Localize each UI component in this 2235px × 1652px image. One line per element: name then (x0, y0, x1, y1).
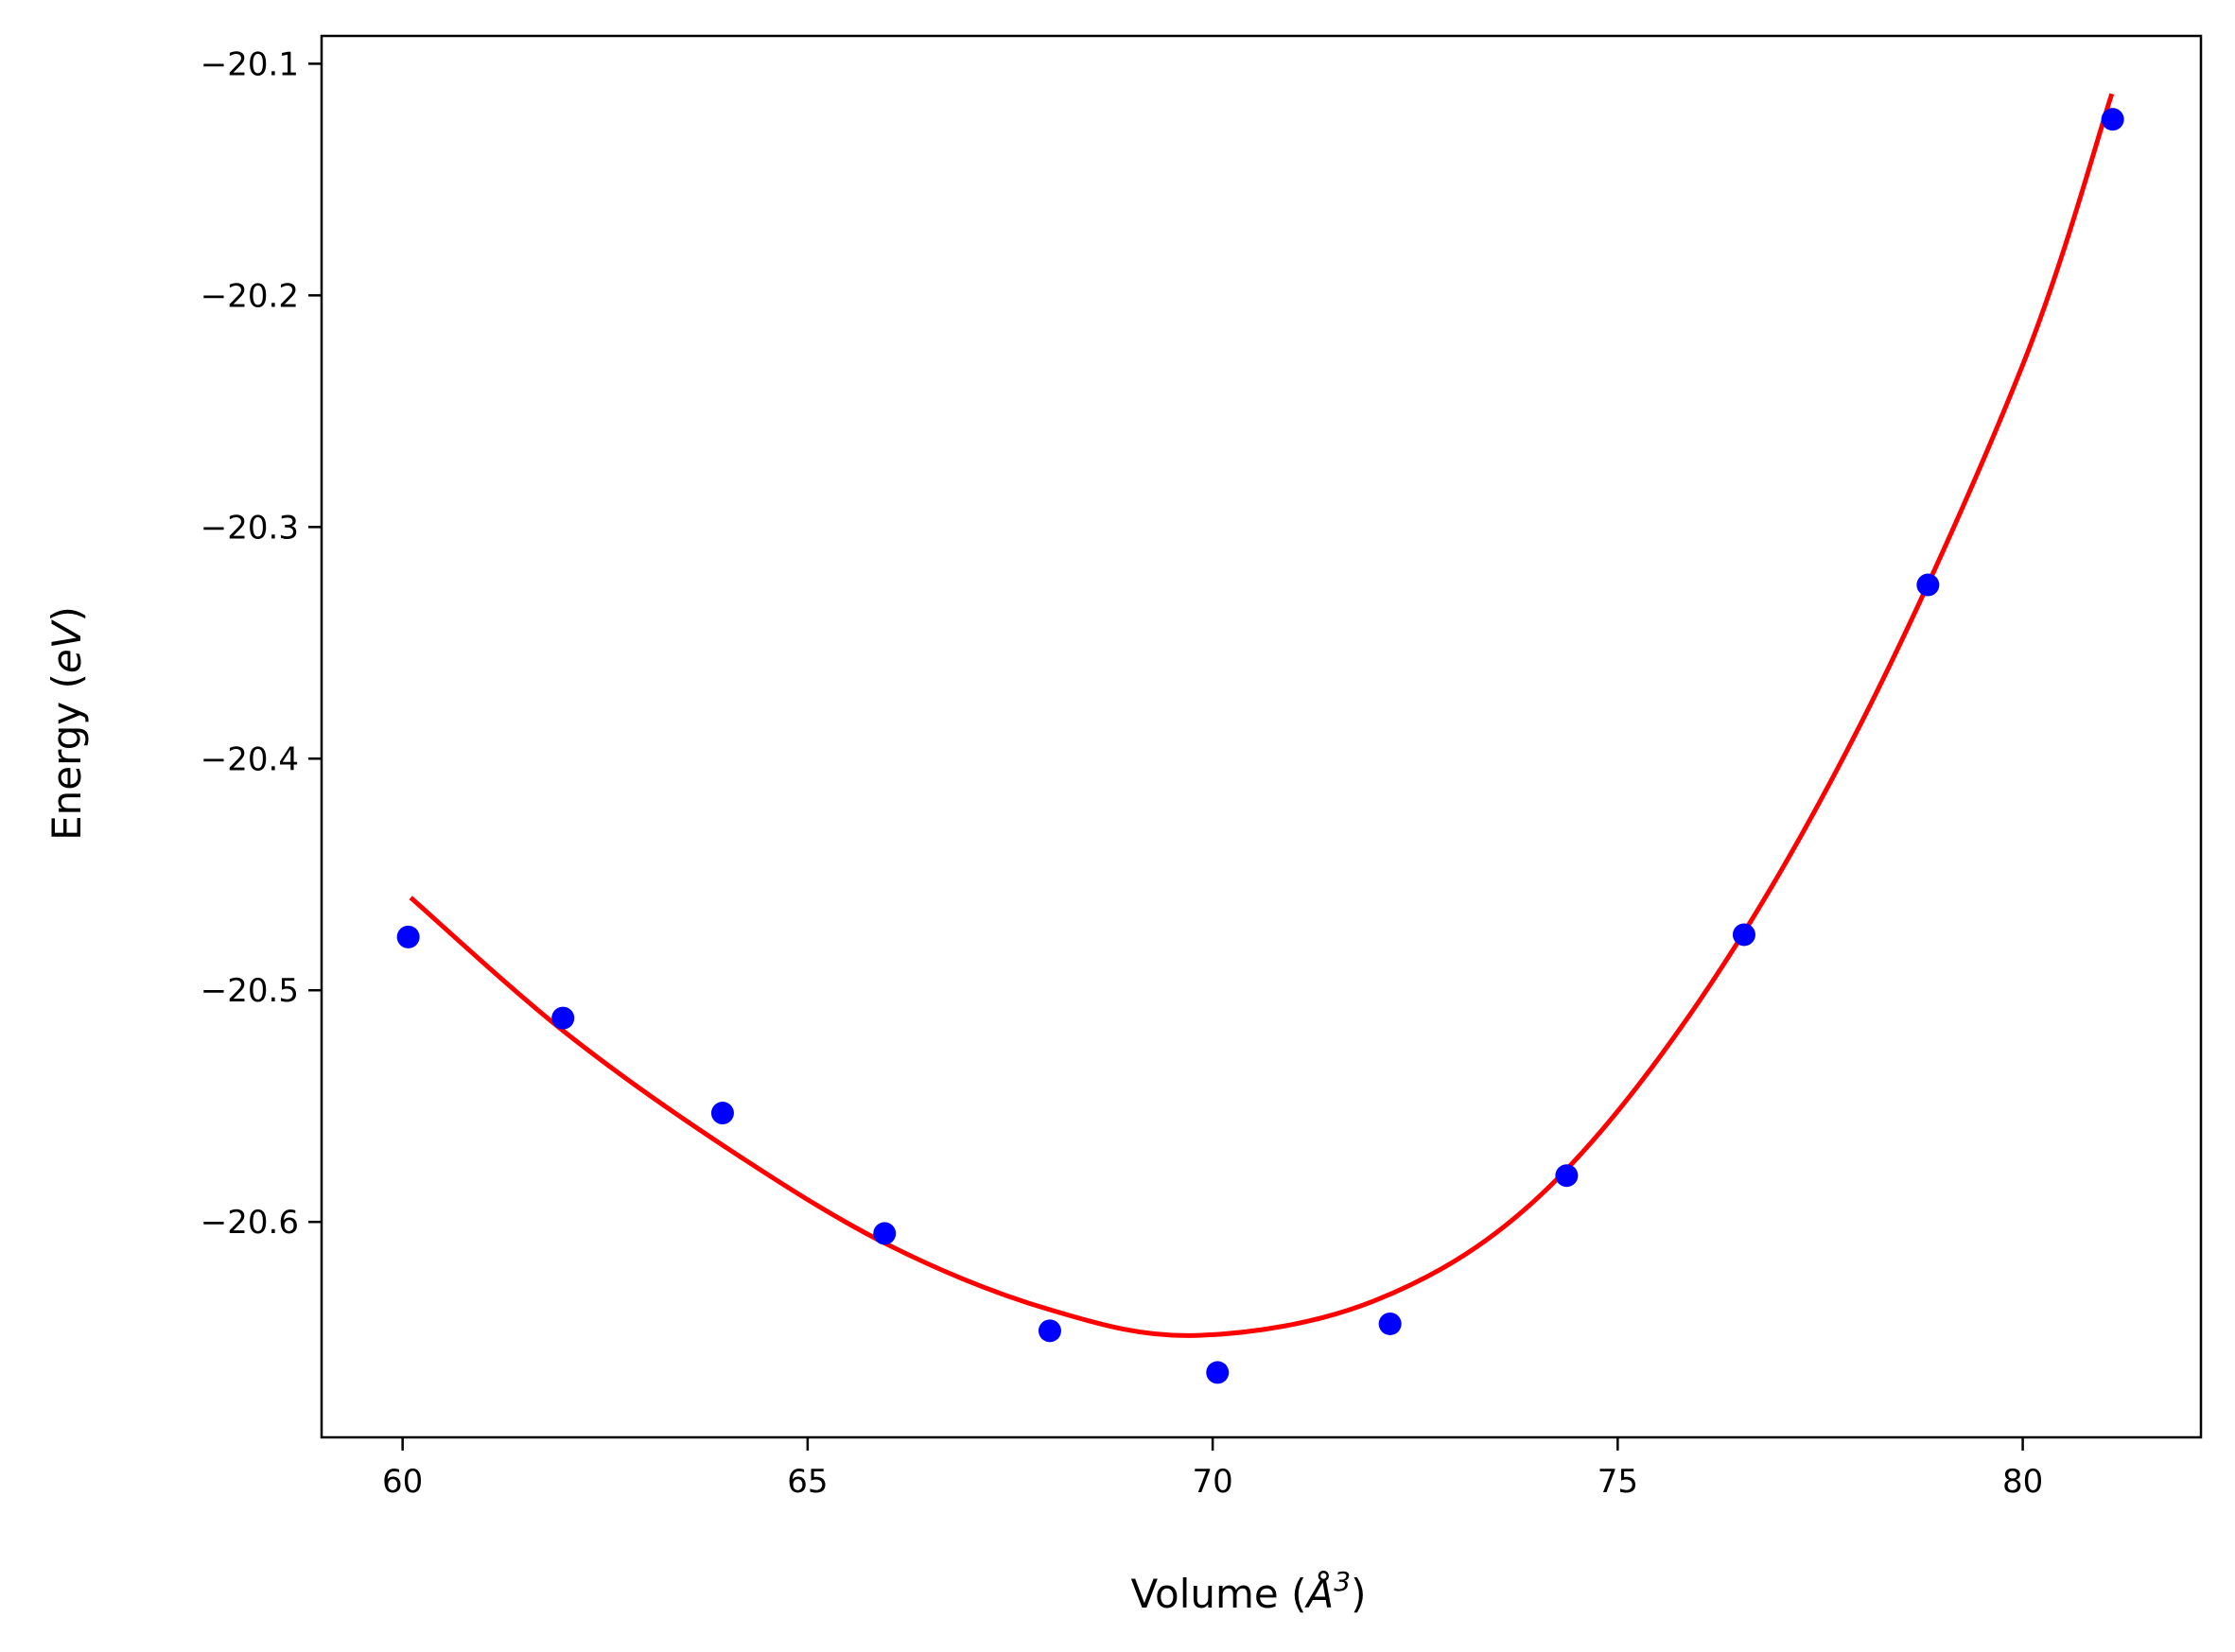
x-axis-label: Volume (Å3) (1131, 1566, 1367, 1617)
y-axis-label-unit: eV (44, 618, 90, 673)
x-axis-label-unit: Å (1304, 1570, 1335, 1617)
x-axis-label-prefix: Volume ( (1131, 1571, 1307, 1617)
x-tick-label: 80 (2002, 1463, 2043, 1501)
y-axis-label-suffix: ) (44, 606, 90, 621)
y-axis-ticks: −20.1 −20.2 −20.3 −20.4 −20.5 −20.6 (201, 45, 322, 1242)
data-point (1916, 573, 1940, 597)
x-tick-label: 70 (1192, 1463, 1232, 1501)
data-point (551, 1006, 575, 1030)
x-axis-ticks: 60 65 70 75 80 (382, 1437, 2043, 1501)
data-points (396, 108, 2124, 1384)
y-tick-label: −20.5 (201, 972, 299, 1010)
data-point (1378, 1312, 1402, 1335)
y-tick-label: −20.4 (201, 740, 299, 778)
y-tick-label: −20.2 (201, 277, 299, 315)
y-tick-label: −20.1 (201, 45, 299, 83)
data-point (396, 925, 420, 948)
data-point (873, 1222, 897, 1245)
data-point (1038, 1319, 1061, 1343)
axes-frame (320, 34, 2203, 1439)
x-tick-label: 60 (382, 1463, 423, 1501)
x-tick-label: 65 (787, 1463, 828, 1501)
data-point (1732, 923, 1755, 947)
x-tick-label: 75 (1598, 1463, 1638, 1501)
y-axis-label: Energy (eV) (44, 606, 90, 841)
plot-area (396, 93, 2124, 1384)
fit-curve (409, 93, 2115, 1338)
data-point (1555, 1164, 1579, 1188)
data-point (2101, 108, 2124, 131)
data-point (1206, 1361, 1230, 1384)
y-tick-label: −20.6 (201, 1204, 299, 1242)
y-tick-label: −20.3 (201, 509, 299, 547)
y-axis-label-prefix: Energy ( (44, 673, 90, 841)
x-axis-label-exponent: 3 (1334, 1566, 1351, 1597)
data-point (710, 1102, 734, 1125)
x-axis-label-suffix: ) (1351, 1571, 1366, 1617)
